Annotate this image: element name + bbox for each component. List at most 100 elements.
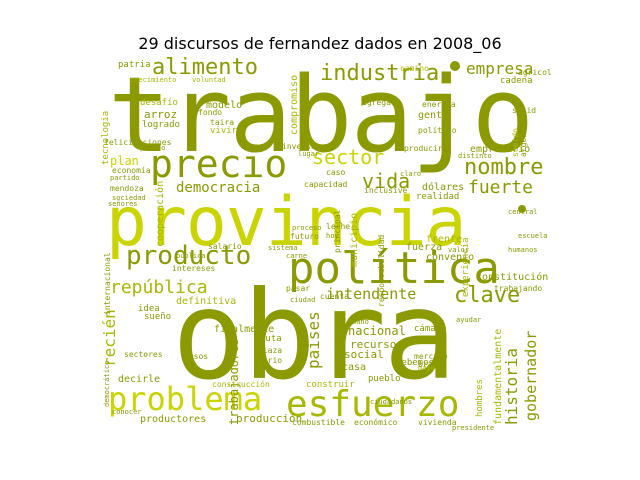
word-economico: económico xyxy=(354,418,398,427)
word-pesos: pesos xyxy=(184,352,209,361)
word-ciudad: ciudad xyxy=(290,296,316,304)
word-empresario: empresario xyxy=(470,144,531,155)
word-mayo: mayo xyxy=(418,364,435,372)
word-democracia: democracia xyxy=(176,180,261,196)
word-realidad: realidad xyxy=(416,192,460,202)
word-dolares: dólares xyxy=(422,182,465,193)
word-construir: construir xyxy=(306,380,355,390)
word-industria: industria xyxy=(320,61,440,86)
word-humanos: humanos xyxy=(508,246,538,254)
word-fuerza: fuerza xyxy=(406,242,443,253)
word-plaza: plaza xyxy=(258,346,283,355)
word-camino: camino xyxy=(400,64,429,73)
word-crecimiento: crecimiento xyxy=(130,76,177,84)
word-politico: político xyxy=(418,126,457,135)
word-desafio: desafío xyxy=(140,98,178,108)
word-pasado: pasado xyxy=(140,144,166,152)
word-obra: obra xyxy=(172,265,457,407)
word-producir: producir xyxy=(404,144,443,153)
word-precio: precio xyxy=(150,142,288,186)
word-fuerte: fuerte xyxy=(468,177,534,198)
word-sector: sector xyxy=(312,145,385,169)
word-cuenta: cuenta xyxy=(320,292,349,301)
word-partido: partido xyxy=(110,174,140,182)
word-hoy: hoy xyxy=(326,232,339,240)
word-decirle: decirle xyxy=(118,374,161,385)
word-recurso: recurso xyxy=(350,338,397,351)
word-mendoza: mendoza xyxy=(110,184,144,193)
word-intendente: intendente xyxy=(326,285,417,303)
word-argentino: argentino xyxy=(519,113,528,157)
word-modelo: modelo xyxy=(206,100,243,111)
word-social: social xyxy=(344,348,384,361)
word-definitiva: definitiva xyxy=(176,296,237,307)
word-ayudar: ayudar xyxy=(456,316,482,324)
word-sectores: sectores xyxy=(124,350,163,359)
dot-mark xyxy=(450,61,460,71)
word-fondo: fondo xyxy=(198,108,223,117)
word-cadena: cadena xyxy=(500,76,533,86)
word-vivienda: vivienda xyxy=(418,418,457,427)
word-combustible: combustible xyxy=(292,418,345,427)
word-problema: problema xyxy=(108,380,263,418)
word-hombres: hombres xyxy=(475,379,485,417)
chart-title: 29 discursos de fernandez dados en 2008_… xyxy=(138,34,502,53)
word-publica: pública xyxy=(176,252,206,260)
word-sociedad: sociedad xyxy=(112,194,146,202)
word-energia: energía xyxy=(422,100,456,109)
word-sistema: sistema xyxy=(268,244,298,252)
word-cooperacion: cooperación xyxy=(155,180,166,247)
word-plan: plan xyxy=(110,154,139,168)
word-tema: tema xyxy=(240,142,260,151)
word-frente: frente xyxy=(426,234,463,245)
word-trabajo: trabajo xyxy=(108,57,534,176)
word-debemos: debemos xyxy=(396,358,434,368)
word-pasar: pasar xyxy=(286,284,311,293)
word-democratico: democrático xyxy=(103,360,111,407)
word-cloud: trabajo provincia obra política precio e… xyxy=(100,57,552,435)
word-productores: productores xyxy=(140,414,207,425)
word-internacional: internacional xyxy=(103,252,112,315)
word-solid: solid xyxy=(512,106,537,115)
word-nacional: nacional xyxy=(348,324,406,338)
word-lugar: lugar xyxy=(298,150,320,158)
word-finalmente: finalmente xyxy=(214,324,275,335)
word-produccion: producción xyxy=(236,412,303,425)
word-paises: países xyxy=(304,311,323,369)
word-ciudadanos: ciudadanos xyxy=(370,398,413,406)
word-logrado: logrado xyxy=(142,120,180,130)
word-nombre: nombre xyxy=(464,155,544,180)
word-agregado: agregado xyxy=(362,98,401,107)
word-felicitaciones: felicitaciones xyxy=(104,138,172,147)
word-gobernador: gobernador xyxy=(522,330,540,421)
word-conocer: conocer xyxy=(112,408,142,416)
word-arroz: arroz xyxy=(144,108,178,121)
word-serio: serio xyxy=(258,356,283,365)
word-carne: carne xyxy=(286,252,308,260)
word-politica: política xyxy=(288,243,500,294)
word-inclusive: inclusive xyxy=(364,186,408,195)
word-construccion: construcción xyxy=(212,380,270,389)
word-esfuerzo: esfuerzo xyxy=(286,384,460,425)
word-compromiso: compromiso xyxy=(289,74,300,135)
word-senores: señores xyxy=(108,200,138,208)
word-presidente: presidente xyxy=(452,424,495,432)
word-pueblo: pueblo xyxy=(368,374,401,384)
word-agricola: agricola xyxy=(518,68,552,77)
word-alimento: alimento xyxy=(152,57,258,80)
word-idea: idea xyxy=(138,304,160,314)
word-gente: gente xyxy=(418,110,449,121)
word-trabajando: trabajando xyxy=(494,284,543,293)
word-leche: leche xyxy=(326,222,351,231)
word-convenio: convenio xyxy=(426,252,475,263)
word-mercado: mercado xyxy=(414,352,448,361)
word-sueno: sueño xyxy=(144,312,172,322)
word-claro: claro xyxy=(400,170,422,178)
word-responsabilidad: responsabilidad xyxy=(377,234,386,307)
word-intereses: intereses xyxy=(172,264,216,273)
word-fundamentalmente: fundamentalmente xyxy=(493,328,504,425)
word-municipio: municipio xyxy=(349,212,360,267)
word-valor: valor xyxy=(448,246,470,254)
word-producto: producto xyxy=(126,241,252,271)
word-capacidad: capacidad xyxy=(304,180,348,189)
